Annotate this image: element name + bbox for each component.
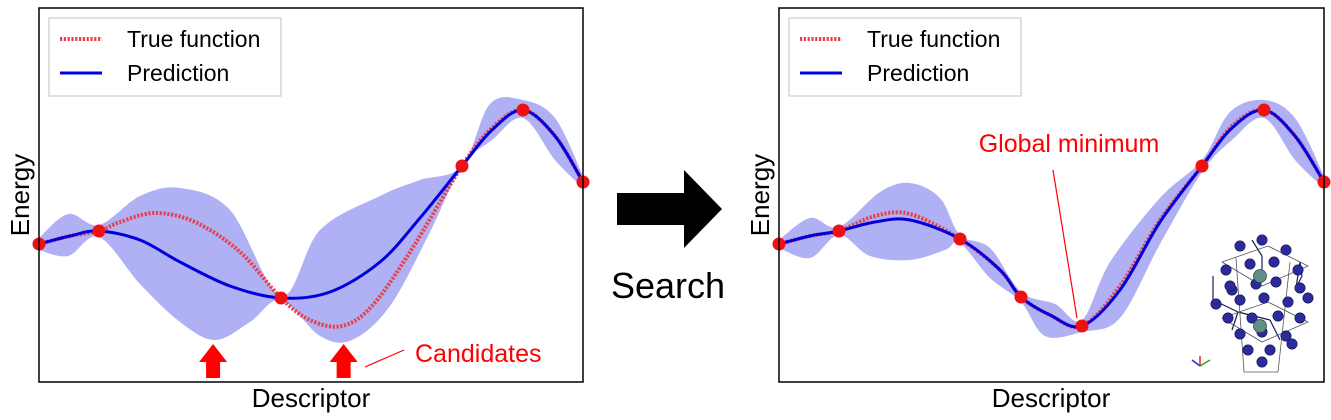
observed-point [516, 103, 530, 117]
atom [1292, 264, 1304, 276]
prediction-curve [38, 108, 585, 300]
x-axis-label: Descriptor [992, 383, 1111, 413]
crystal-structure-inset [1210, 234, 1314, 373]
atom [1294, 282, 1306, 294]
atom [1234, 240, 1246, 252]
panel-after: True function Prediction Global minimum … [745, 7, 1331, 413]
uncertainty-band [39, 97, 583, 343]
atom [1220, 264, 1232, 276]
legend-label-prediction: Prediction [867, 60, 969, 86]
legend-box [788, 17, 1022, 97]
atom [1286, 338, 1298, 350]
atom [1258, 292, 1270, 304]
candidate-arrow-icon [329, 344, 358, 378]
observed-point [1075, 319, 1089, 333]
atom [1224, 280, 1236, 292]
plot-frame [38, 7, 584, 383]
search-label: Search [611, 265, 725, 306]
prediction-curve [778, 108, 1326, 329]
x-axis-label: Descriptor [252, 383, 371, 413]
plot-frame [778, 7, 1325, 383]
atom [1234, 328, 1246, 340]
band-area [39, 97, 583, 343]
center-atom [1253, 319, 1267, 333]
atom [1268, 256, 1280, 268]
panel-before: True function Prediction Candidates Desc… [5, 7, 590, 413]
legend-label-true: True function [867, 26, 1000, 52]
atom [1242, 344, 1254, 356]
atom [1294, 312, 1306, 324]
observed-point [92, 224, 106, 238]
atom [1210, 298, 1222, 310]
axis-triad-icon [1191, 356, 1211, 367]
prediction-line [38, 108, 585, 300]
legend-box [48, 17, 282, 97]
legend: True function Prediction [48, 17, 282, 97]
atom [1264, 344, 1276, 356]
atom [1280, 244, 1292, 256]
atom [1270, 276, 1282, 288]
atom [1246, 312, 1258, 324]
y-axis-label: Energy [745, 154, 775, 236]
atom [1302, 292, 1314, 304]
atom [1222, 312, 1234, 324]
y-axis-label: Energy [5, 154, 35, 236]
atom [1256, 234, 1268, 246]
search-arrow: Search [611, 170, 725, 306]
observed-point [1014, 290, 1028, 304]
legend-label-true: True function [127, 26, 260, 52]
atom [1280, 330, 1292, 342]
global-minimum-label: Global minimum [979, 130, 1160, 158]
observed-point [1195, 159, 1209, 173]
candidate-arrow-icon [199, 344, 228, 378]
candidates-label: Candidates [415, 340, 541, 368]
atom [1256, 356, 1268, 368]
legend: True function Prediction [788, 17, 1022, 97]
prediction-line [778, 108, 1326, 329]
atom [1234, 294, 1246, 306]
observed-point [1257, 103, 1271, 117]
atom [1244, 258, 1256, 270]
observed-points [772, 103, 1331, 333]
observed-point [832, 224, 846, 238]
center-atom [1253, 269, 1267, 283]
candidates-pointer [364, 349, 405, 368]
observed-point [274, 291, 288, 305]
right-arrow-icon [617, 170, 722, 248]
atom [1272, 310, 1284, 322]
global-minimum-pointer [1052, 169, 1078, 319]
candidate-arrows [199, 344, 358, 378]
legend-label-prediction: Prediction [127, 60, 229, 86]
observed-point [953, 232, 967, 246]
observed-point [455, 159, 469, 173]
atom [1282, 296, 1294, 308]
